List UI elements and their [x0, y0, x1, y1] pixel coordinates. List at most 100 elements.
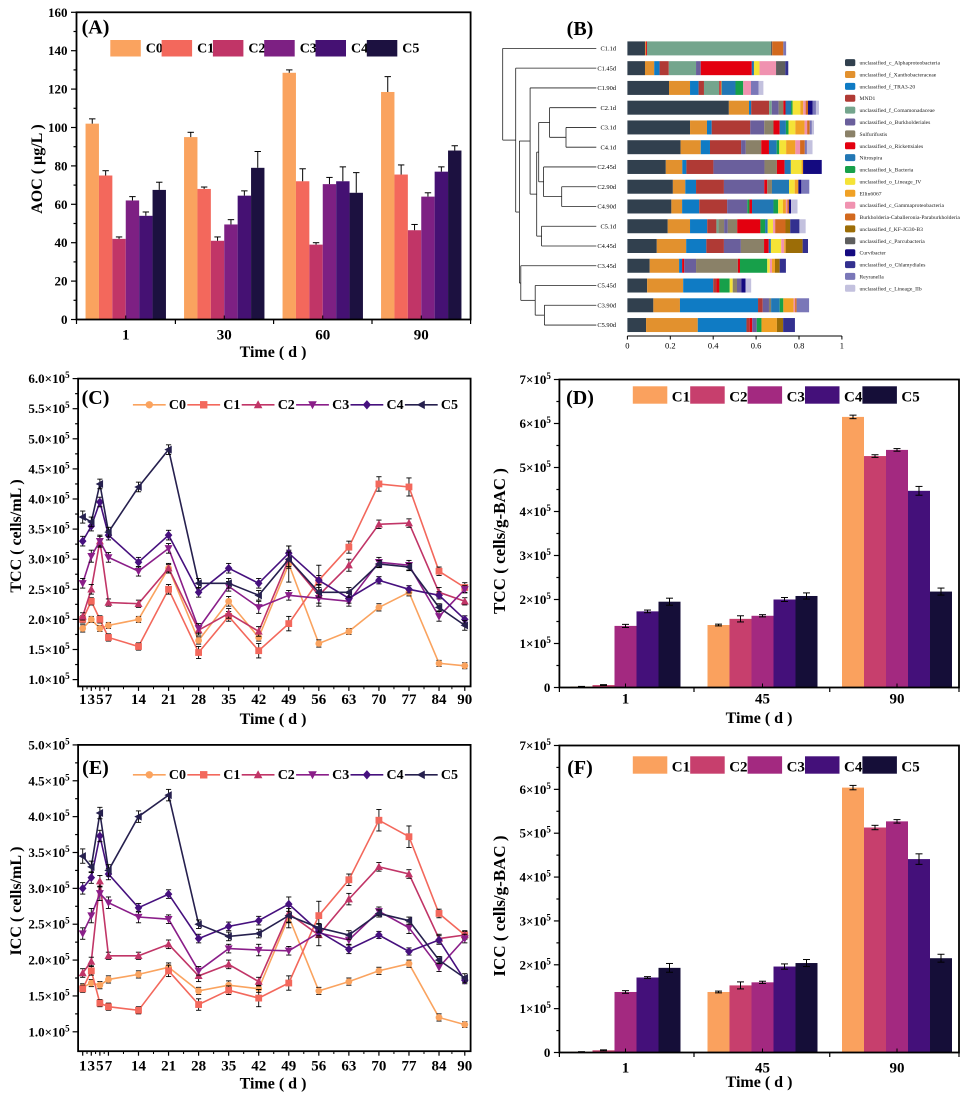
- svg-text:Time ( d ): Time ( d ): [240, 711, 307, 728]
- svg-text:C1: C1: [197, 41, 214, 56]
- svg-text:0: 0: [625, 341, 629, 351]
- svg-text:45: 45: [755, 692, 770, 708]
- svg-text:C5.90d: C5.90d: [597, 322, 616, 329]
- svg-text:70: 70: [371, 692, 386, 708]
- svg-text:C0: C0: [169, 398, 186, 413]
- svg-text:C4: C4: [844, 760, 863, 776]
- svg-text:6×105: 6×105: [519, 781, 551, 797]
- svg-text:Time ( d ): Time ( d ): [726, 1074, 793, 1091]
- svg-text:4.5×105: 4.5×105: [28, 460, 70, 476]
- svg-text:28: 28: [191, 1059, 206, 1075]
- svg-text:C4.90d: C4.90d: [597, 204, 616, 211]
- svg-text:6×105: 6×105: [519, 415, 551, 431]
- svg-text:4×105: 4×105: [519, 869, 551, 885]
- svg-text:C1.90d: C1.90d: [597, 85, 616, 92]
- svg-text:MND1: MND1: [860, 96, 876, 102]
- svg-text:Burkholderia-Caballeronia-Para: Burkholderia-Caballeronia-Paraburkholder…: [860, 215, 961, 221]
- svg-text:unclassified_o_Burkholderiales: unclassified_o_Burkholderiales: [860, 119, 931, 126]
- svg-text:3×105: 3×105: [519, 912, 551, 928]
- svg-text:(D): (D): [566, 387, 594, 409]
- svg-text:C3.45d: C3.45d: [597, 263, 616, 270]
- svg-text:35: 35: [221, 692, 236, 708]
- svg-text:1.0×105: 1.0×105: [28, 1023, 70, 1039]
- svg-text:Ellin6067: Ellin6067: [860, 191, 882, 197]
- svg-text:3: 3: [88, 1059, 96, 1075]
- svg-text:49: 49: [281, 692, 296, 708]
- svg-text:28: 28: [191, 692, 206, 708]
- svg-text:C4: C4: [351, 41, 368, 56]
- svg-text:2.0×105: 2.0×105: [28, 611, 70, 627]
- svg-text:4×105: 4×105: [519, 503, 551, 519]
- svg-text:1: 1: [622, 692, 630, 708]
- svg-text:Sulfurifustis: Sulfurifustis: [860, 131, 888, 138]
- svg-text:C4: C4: [844, 390, 863, 406]
- svg-text:unclassified_o_Rickettsiales: unclassified_o_Rickettsiales: [860, 143, 924, 150]
- svg-text:(B): (B): [567, 18, 594, 40]
- svg-text:90: 90: [457, 692, 472, 708]
- svg-text:56: 56: [311, 1059, 327, 1075]
- svg-text:C3: C3: [332, 768, 349, 783]
- svg-text:7×105: 7×105: [519, 371, 551, 387]
- svg-text:1: 1: [622, 1061, 630, 1077]
- svg-text:1×105: 1×105: [519, 1000, 551, 1016]
- svg-text:120: 120: [48, 82, 68, 97]
- svg-text:unclassified_k_Bacteria: unclassified_k_Bacteria: [860, 167, 914, 174]
- svg-text:30: 30: [217, 328, 232, 344]
- svg-text:100: 100: [48, 120, 68, 135]
- svg-text:C2: C2: [248, 41, 265, 56]
- svg-text:90: 90: [890, 1061, 905, 1077]
- svg-text:C5: C5: [901, 760, 919, 776]
- svg-text:C2: C2: [278, 398, 295, 413]
- svg-text:42: 42: [251, 1059, 266, 1075]
- svg-text:84: 84: [432, 1059, 448, 1075]
- svg-text:unclassified_c_Gammaproteobact: unclassified_c_Gammaproteobacteria: [860, 202, 945, 209]
- svg-text:6.0×105: 6.0×105: [28, 370, 70, 386]
- svg-text:C1: C1: [223, 398, 240, 413]
- svg-text:0.4: 0.4: [708, 341, 719, 351]
- svg-text:unclassified_o_Lineage_IV: unclassified_o_Lineage_IV: [860, 178, 922, 185]
- svg-text:0: 0: [61, 312, 68, 327]
- svg-text:C4.1d: C4.1d: [601, 144, 617, 151]
- svg-text:0: 0: [544, 680, 551, 695]
- svg-text:C5: C5: [402, 41, 419, 56]
- svg-text:21: 21: [161, 1059, 176, 1075]
- svg-text:(C): (C): [82, 387, 110, 409]
- svg-text:Time ( d ): Time ( d ): [240, 1076, 307, 1093]
- svg-text:C4: C4: [387, 398, 404, 413]
- svg-text:140: 140: [48, 43, 68, 58]
- svg-text:5.0×105: 5.0×105: [28, 736, 70, 752]
- svg-text:ICC ( cells/g-BAC ): ICC ( cells/g-BAC ): [490, 835, 509, 976]
- svg-text:5: 5: [96, 692, 104, 708]
- svg-text:unclassified_c_Parcubacteria: unclassified_c_Parcubacteria: [860, 238, 926, 245]
- svg-text:40: 40: [55, 235, 68, 250]
- svg-text:5: 5: [96, 1059, 104, 1075]
- svg-text:Reyranella: Reyranella: [860, 274, 885, 280]
- svg-text:C2: C2: [729, 390, 747, 406]
- svg-text:5.5×105: 5.5×105: [28, 400, 70, 416]
- svg-text:1: 1: [840, 341, 844, 351]
- svg-text:21: 21: [161, 692, 176, 708]
- svg-text:63: 63: [341, 692, 356, 708]
- svg-text:2.5×105: 2.5×105: [28, 581, 70, 597]
- svg-text:C2: C2: [278, 768, 295, 783]
- svg-text:C2: C2: [729, 760, 747, 776]
- svg-text:60: 60: [55, 197, 68, 212]
- svg-text:80: 80: [55, 158, 68, 173]
- svg-text:3.0×105: 3.0×105: [28, 880, 70, 896]
- svg-text:1×105: 1×105: [519, 635, 551, 651]
- svg-text:C1.45d: C1.45d: [597, 65, 616, 72]
- svg-text:35: 35: [221, 1059, 236, 1075]
- svg-text:C2.90d: C2.90d: [597, 184, 616, 191]
- svg-text:84: 84: [432, 692, 448, 708]
- svg-text:C0: C0: [169, 768, 186, 783]
- svg-text:60: 60: [315, 328, 330, 344]
- svg-text:unclassified_c_Lineage_IIb: unclassified_c_Lineage_IIb: [860, 285, 922, 292]
- svg-text:0.6: 0.6: [751, 341, 762, 351]
- svg-text:2×105: 2×105: [519, 956, 551, 972]
- svg-text:7: 7: [105, 692, 113, 708]
- svg-text:C1: C1: [672, 390, 690, 406]
- svg-text:1.5×105: 1.5×105: [28, 641, 70, 657]
- svg-text:1.5×105: 1.5×105: [28, 987, 70, 1003]
- svg-text:(F): (F): [567, 757, 593, 779]
- svg-text:C3: C3: [300, 41, 317, 56]
